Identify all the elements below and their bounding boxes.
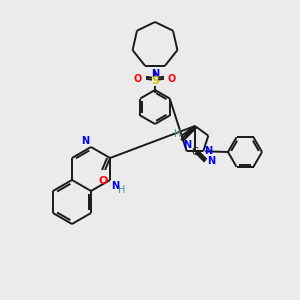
Text: C: C: [192, 147, 198, 157]
Text: H: H: [118, 185, 125, 195]
Text: N: N: [111, 181, 119, 191]
Text: S: S: [151, 76, 159, 86]
Text: N: N: [204, 146, 212, 156]
Text: N: N: [81, 136, 89, 146]
Text: O: O: [134, 74, 142, 84]
Text: H: H: [174, 129, 182, 139]
Text: N: N: [207, 156, 215, 166]
Text: N: N: [151, 69, 159, 79]
Text: N: N: [183, 140, 191, 150]
Text: O: O: [168, 74, 176, 84]
Text: O: O: [98, 176, 108, 186]
